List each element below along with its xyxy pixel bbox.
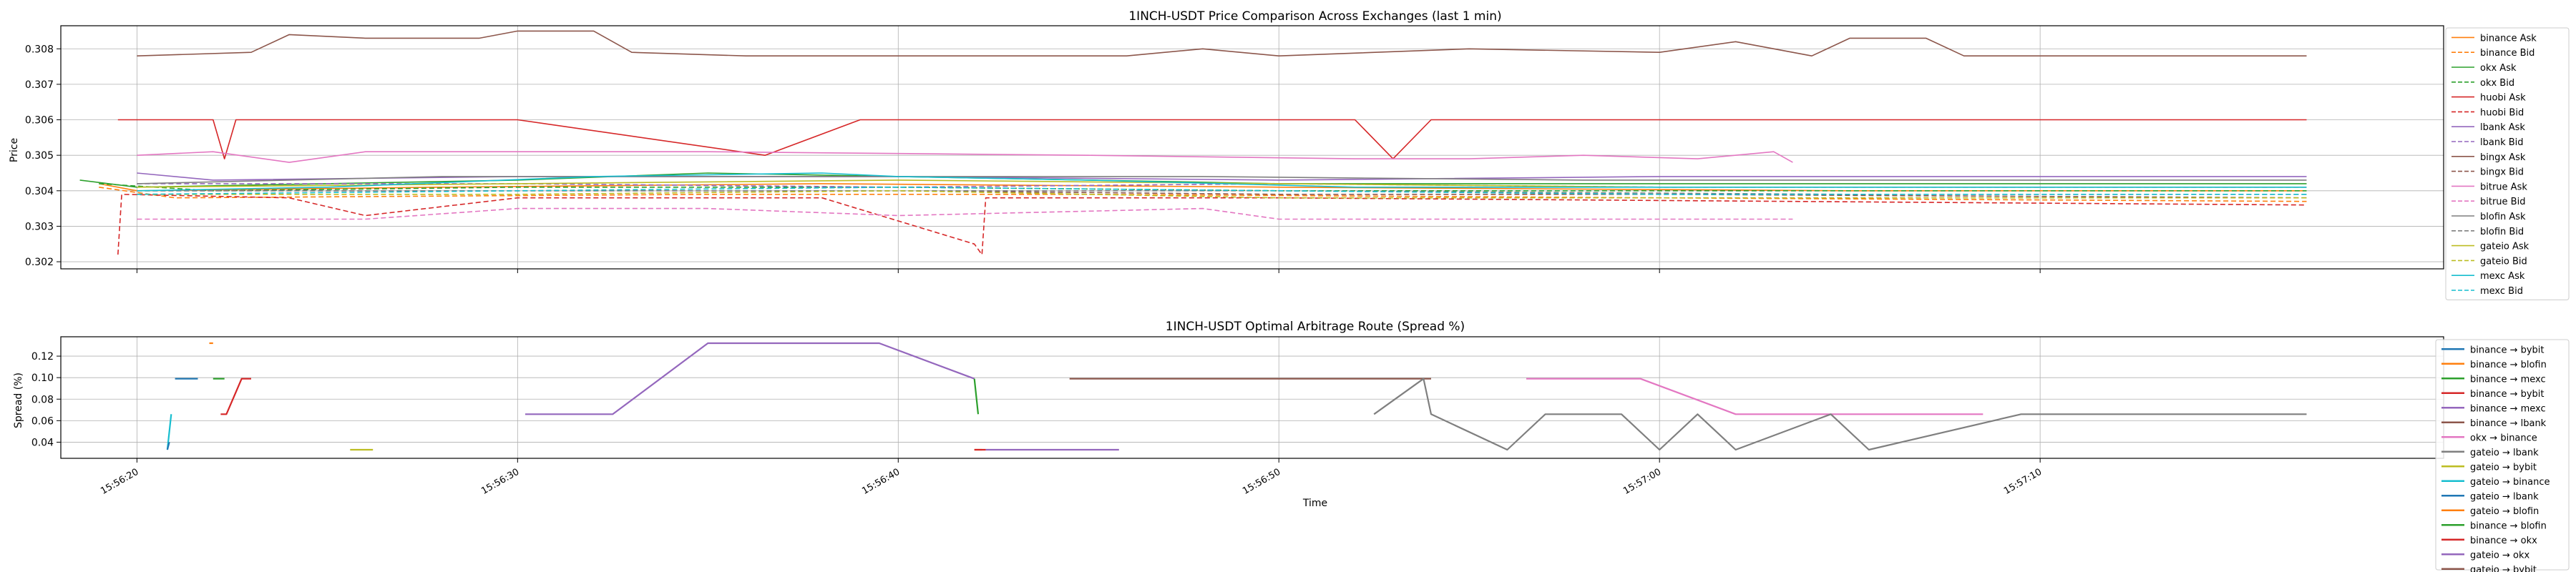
- y-tick-label: 0.304: [25, 186, 54, 197]
- price-chart-ylabel: Price: [9, 138, 20, 162]
- y-tick-label: 0.308: [25, 44, 54, 55]
- price-chart-legend: binance Ask binance Bid okx Ask okx Bid huob…: [2445, 27, 2570, 300]
- y-tick-label: 0.305: [25, 150, 54, 162]
- price-chart-series: [79, 30, 2307, 255]
- legend-label: mexc Ask: [2480, 271, 2525, 282]
- legend-label: gateio → bybit: [2470, 565, 2537, 572]
- price-comparison-chart: 1INCH-USDT Price Comparison Across Excha…: [9, 9, 2570, 300]
- series-line-bitrue-ask: [137, 151, 1793, 163]
- series-line-huobi-ask: [117, 119, 2307, 159]
- series-line-blofin-ask: [137, 176, 2307, 184]
- spread-chart-xlabel: Time: [1302, 498, 1327, 509]
- legend-label: blofin Ask: [2480, 212, 2526, 222]
- legend-label: huobi Ask: [2480, 93, 2526, 104]
- y-tick-label: 0.307: [25, 79, 54, 91]
- series-line-bitrue-bid: [137, 207, 1793, 220]
- y-tick-label: 0.06: [31, 415, 54, 427]
- series-line-okx-to-binance: [1526, 378, 1984, 415]
- legend-label: binance → okx: [2470, 536, 2537, 546]
- y-tick-label: 0.08: [31, 394, 54, 405]
- legend-label: binance → bybit: [2470, 389, 2545, 400]
- legend-label: huobi Bid: [2480, 107, 2524, 118]
- legend-label: binance Bid: [2480, 48, 2534, 59]
- legend-label: mexc Bid: [2480, 286, 2523, 297]
- legend-label: binance → mexc: [2470, 403, 2546, 414]
- legend-label: bingx Bid: [2480, 167, 2524, 178]
- y-tick-label: 0.302: [25, 257, 54, 268]
- legend-label: bingx Ask: [2480, 152, 2526, 163]
- series-line-mexc-ask: [137, 172, 2307, 192]
- legend-label: gateio Bid: [2480, 256, 2527, 267]
- legend-label: binance → lbank: [2470, 418, 2547, 429]
- legend-label: blofin Bid: [2480, 227, 2524, 237]
- legend-label: bitrue Ask: [2480, 182, 2527, 192]
- legend-label: gateio → okx: [2470, 550, 2530, 561]
- spread-chart-legend: binance → bybit binance → blofin binance →…: [2435, 339, 2570, 572]
- spread-chart-title: 1INCH-USDT Optimal Arbitrage Route (Spre…: [1166, 320, 1465, 334]
- spread-chart-series: [166, 342, 2307, 451]
- legend-label: gateio → lbank: [2470, 491, 2539, 502]
- series-line-binance-to-mexc: [525, 342, 975, 415]
- legend-label: binance → blofin: [2470, 360, 2547, 370]
- legend-label: bitrue Bid: [2480, 197, 2525, 207]
- spread-chart-ylabel: Spread (%): [13, 373, 24, 428]
- legend-label: gateio → blofin: [2470, 506, 2539, 517]
- legend-box: [2445, 27, 2570, 300]
- y-tick-label: 0.306: [25, 115, 54, 127]
- price-chart-frame: [60, 25, 2444, 270]
- series-line-binance-bid: [99, 187, 2307, 202]
- legend-label: binance Ask: [2480, 33, 2537, 44]
- series-line-mexc-bid: [137, 187, 2307, 195]
- y-tick-label: 0.303: [25, 221, 54, 232]
- series-line-bingx-ask: [137, 30, 2307, 56]
- series-line-huobi-bid: [117, 194, 2307, 255]
- legend-label: lbank Ask: [2480, 122, 2525, 133]
- y-tick-label: 0.10: [31, 373, 54, 384]
- legend-label: gateio → binance: [2470, 477, 2550, 488]
- series-line-gateio-to-lbank: [1373, 378, 2307, 451]
- series-line-okx-bid: [99, 183, 2307, 192]
- legend-label: okx → binance: [2470, 433, 2537, 443]
- legend-label: gateio → bybit: [2470, 462, 2537, 473]
- y-tick-label: 0.12: [31, 351, 54, 363]
- legend-label: binance → blofin: [2470, 521, 2547, 531]
- legend-label: gateio Ask: [2480, 242, 2529, 252]
- series-line-gateio-bid: [137, 190, 2307, 199]
- series-line-binance-to-blofin: [973, 378, 980, 415]
- legend-label: binance → bybit: [2470, 345, 2545, 355]
- series-line-gateio-to-lbank: [166, 442, 170, 450]
- price-chart-title: 1INCH-USDT Price Comparison Across Excha…: [1128, 9, 1501, 24]
- legend-label: okx Ask: [2480, 63, 2517, 74]
- legend-label: gateio → lbank: [2470, 448, 2539, 458]
- spread-chart-grid: [61, 337, 2444, 458]
- y-tick-label: 0.04: [31, 437, 54, 448]
- series-line-binance-to-bybit: [220, 378, 251, 415]
- price-chart-axis: 0.302 0.303 0.304 0.305 0.306 0.307 0.308: [25, 44, 2041, 273]
- legend-label: binance → mexc: [2470, 374, 2546, 385]
- series-line-gateio-to-binance: [166, 414, 172, 450]
- legend-label: lbank Bid: [2480, 137, 2524, 148]
- legend-label: okx Bid: [2480, 78, 2514, 89]
- legend-box: [2435, 339, 2570, 571]
